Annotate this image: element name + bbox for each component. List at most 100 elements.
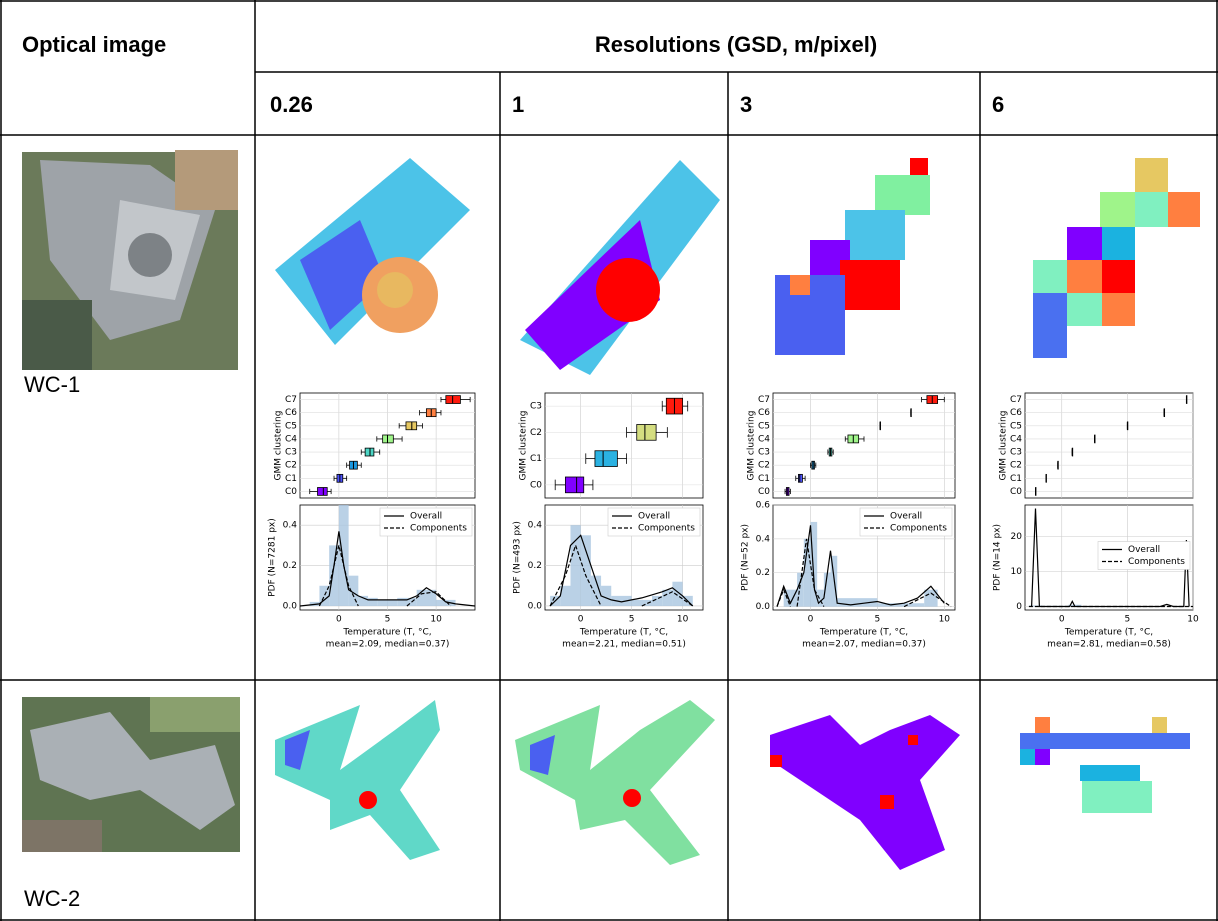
- y-tick-label: 0.2: [756, 568, 770, 578]
- resolution: 3: [740, 92, 752, 117]
- x-axis-label: Temperature (T, °C,: [579, 628, 668, 638]
- y-tick-label: C5: [758, 421, 770, 431]
- y-tick-label: C7: [758, 395, 770, 405]
- box: [636, 424, 657, 441]
- y-axis-label: PDF (N=52 px): [741, 524, 751, 591]
- y-tick-label: C4: [758, 434, 770, 444]
- y-tick-label: 0.0: [756, 602, 771, 612]
- header-cell: Optical image: [22, 32, 166, 57]
- y-tick-label: C7: [285, 395, 297, 405]
- histogram-bar: [823, 572, 831, 607]
- x-tick-label: 5: [385, 615, 391, 625]
- y-tick-label: 10: [1011, 567, 1023, 577]
- histogram-bar: [631, 599, 653, 606]
- histogram-bar: [348, 575, 359, 606]
- x-axis-label: mean=2.09, median=0.37): [326, 640, 450, 650]
- legend-label: Overall: [638, 512, 670, 522]
- axes-frame: [772, 392, 956, 499]
- histogram-bar: [436, 599, 456, 606]
- legend-label: Overall: [410, 512, 442, 522]
- y-tick-label: C2: [530, 428, 542, 438]
- x-tick-label: 5: [1125, 615, 1131, 625]
- legend-label: Components: [638, 524, 695, 534]
- x-axis-label: Temperature (T, °C,: [342, 628, 431, 638]
- aerial-photo: [22, 150, 238, 370]
- y-tick-label: 20: [1011, 532, 1023, 542]
- y-tick-label: C6: [1010, 408, 1022, 418]
- temperature-map: [275, 158, 470, 345]
- x-tick-label: 0: [336, 615, 342, 625]
- y-tick-label: 0.0: [283, 601, 298, 611]
- y-tick-label: C6: [758, 408, 770, 418]
- histogram-bar: [662, 589, 673, 606]
- y-tick-label: 0.4: [528, 521, 543, 531]
- y-axis-label: PDF (N=14 px): [993, 524, 1003, 591]
- histogram-bar: [358, 595, 369, 606]
- resolution: 1: [512, 92, 524, 117]
- y-tick-label: 0.2: [283, 561, 297, 571]
- pdf-line: [776, 538, 952, 608]
- resolution: 0.26: [270, 92, 313, 117]
- x-axis-label: mean=2.81, median=0.58): [1047, 640, 1171, 650]
- y-tick-label: 0.4: [283, 521, 298, 531]
- y-axis-label: GMM clustering: [747, 411, 757, 481]
- histogram-bar: [790, 589, 798, 607]
- y-tick-label: C3: [285, 448, 297, 458]
- box: [564, 476, 585, 494]
- legend-box: [379, 507, 473, 537]
- x-tick-label: 0: [1059, 615, 1065, 625]
- x-tick-label: 5: [875, 615, 881, 625]
- y-axis-label: GMM clustering: [999, 411, 1009, 481]
- legend-box: [1097, 541, 1191, 570]
- y-tick-label: C0: [758, 487, 770, 497]
- y-tick-label: C0: [1010, 487, 1022, 497]
- y-tick-label: 0.6: [756, 501, 771, 511]
- box: [798, 473, 803, 483]
- histogram-bar: [924, 589, 938, 607]
- y-tick-label: 0.0: [528, 601, 543, 611]
- y-tick-label: C5: [285, 421, 297, 431]
- y-tick-label: C6: [285, 408, 297, 418]
- temperature-map: [1020, 717, 1190, 813]
- resolution: 6: [992, 92, 1004, 117]
- y-tick-label: C1: [285, 474, 297, 484]
- y-tick-label: 0.4: [756, 534, 771, 544]
- x-tick-label: 0: [808, 615, 814, 625]
- histogram-bar: [810, 521, 818, 607]
- pdf-line: [776, 525, 945, 607]
- pdf-line: [318, 545, 452, 607]
- x-tick-label: 10: [430, 615, 442, 625]
- histogram-bar: [601, 585, 612, 606]
- legend-label: Overall: [890, 512, 922, 522]
- x-axis-label: Temperature (T, °C,: [1064, 628, 1153, 638]
- x-axis-label: mean=2.07, median=0.37): [802, 640, 926, 650]
- histogram-bar: [837, 598, 878, 607]
- y-tick-label: C1: [758, 474, 770, 484]
- legend-label: Components: [1128, 557, 1185, 567]
- pdf-line: [299, 531, 476, 607]
- y-tick-label: C7: [1010, 395, 1022, 405]
- histogram-bar: [580, 535, 591, 606]
- x-tick-label: 10: [677, 615, 689, 625]
- temperature-map: [775, 158, 930, 355]
- y-tick-label: C1: [530, 454, 542, 464]
- box: [317, 487, 328, 496]
- y-tick-label: C2: [1010, 461, 1022, 471]
- y-tick-label: C2: [758, 461, 770, 471]
- y-axis-label: PDF (N=7281 px): [268, 518, 278, 597]
- histogram-bar: [397, 597, 417, 606]
- histogram-bar: [611, 595, 632, 606]
- y-tick-label: C3: [758, 448, 770, 458]
- histogram-bar: [319, 585, 330, 606]
- temperature-map: [1033, 158, 1200, 358]
- histogram-bar: [570, 525, 581, 606]
- histogram-bar: [377, 599, 398, 606]
- y-tick-label: C3: [530, 402, 542, 412]
- legend-box: [607, 507, 701, 537]
- y-tick-label: C0: [530, 480, 542, 490]
- temperature-map: [515, 700, 715, 865]
- y-axis-label: GMM clustering: [519, 411, 529, 481]
